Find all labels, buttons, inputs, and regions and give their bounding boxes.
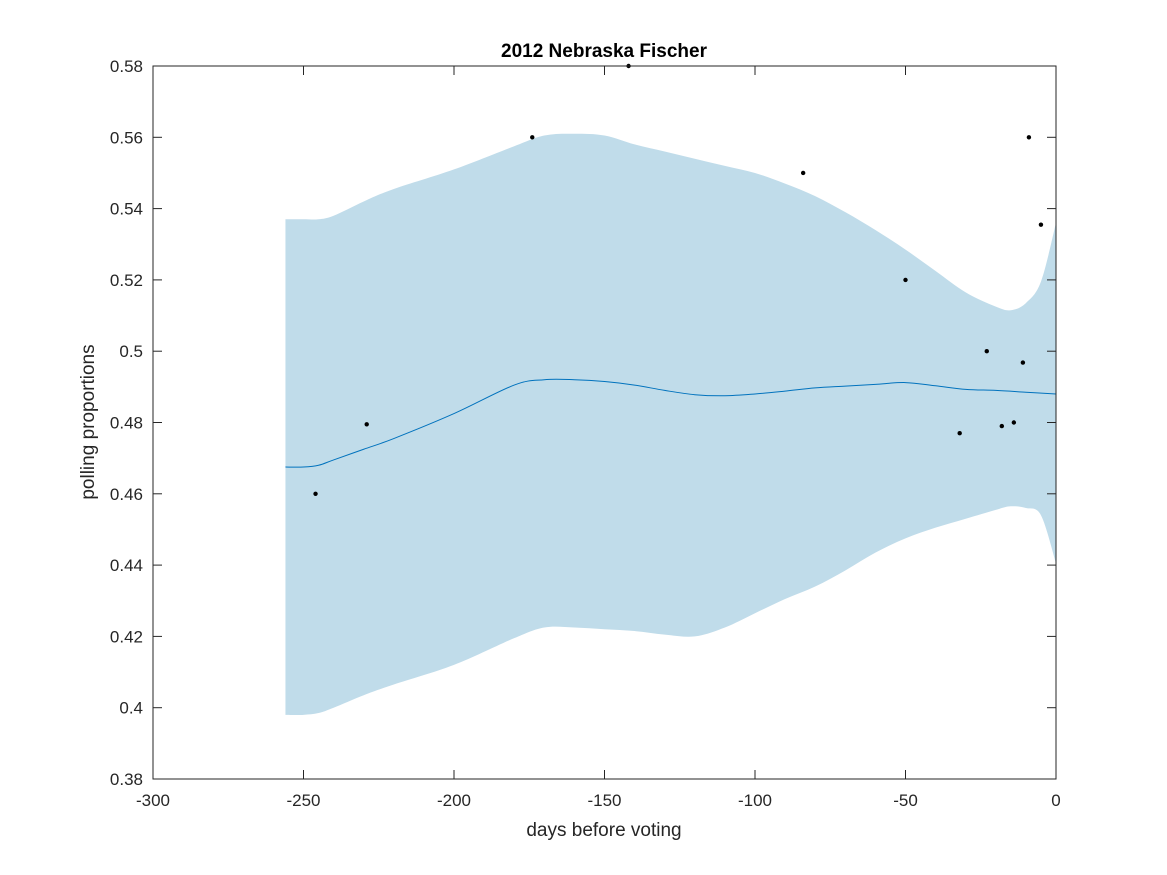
y-tick-label: 0.38 — [110, 770, 143, 789]
x-tick-label: -250 — [286, 791, 320, 810]
data-point — [800, 170, 806, 176]
data-point — [999, 423, 1005, 429]
x-tick-label: -100 — [738, 791, 772, 810]
y-tick-label: 0.48 — [110, 414, 143, 433]
x-tick-label: -300 — [136, 791, 170, 810]
y-tick-label: 0.52 — [110, 271, 143, 290]
y-tick-label: 0.58 — [110, 57, 143, 76]
series-line-0 — [285, 378, 1057, 468]
confidence-band — [285, 133, 1056, 715]
x-tick-label: 0 — [1051, 791, 1060, 810]
y-tick-label: 0.56 — [110, 128, 143, 147]
data-point — [1026, 135, 1032, 140]
plot-layer — [285, 63, 1057, 715]
data-point — [957, 430, 962, 436]
y-tick-label: 0.44 — [110, 556, 143, 575]
data-point — [984, 349, 989, 354]
y-tick-label: 0.54 — [110, 200, 143, 219]
chart-title: 2012 Nebraska Fischer — [501, 41, 708, 62]
y-axis-label: polling proportions — [78, 344, 99, 499]
x-tick-label: -50 — [893, 791, 918, 810]
data-point — [364, 422, 369, 427]
data-point — [313, 491, 318, 496]
data-point — [1038, 222, 1044, 227]
y-tick-label: 0.46 — [110, 485, 143, 504]
x-tick-label: -200 — [437, 791, 471, 810]
x-axis-label: days before voting — [526, 820, 681, 841]
tick-layer: -300 -250 -200 -150 -100 -50 0 0.38 0.4 0.42 0.44 0… — [110, 57, 1061, 810]
y-tick-label: 0.4 — [119, 699, 143, 718]
y-tick-label: 0.42 — [110, 627, 143, 646]
data-point — [530, 135, 535, 140]
data-point — [1020, 360, 1026, 365]
x-tick-label: -150 — [587, 791, 621, 810]
data-point — [1011, 420, 1017, 425]
data-point — [903, 277, 908, 283]
y-tick-label: 0.5 — [119, 342, 143, 361]
